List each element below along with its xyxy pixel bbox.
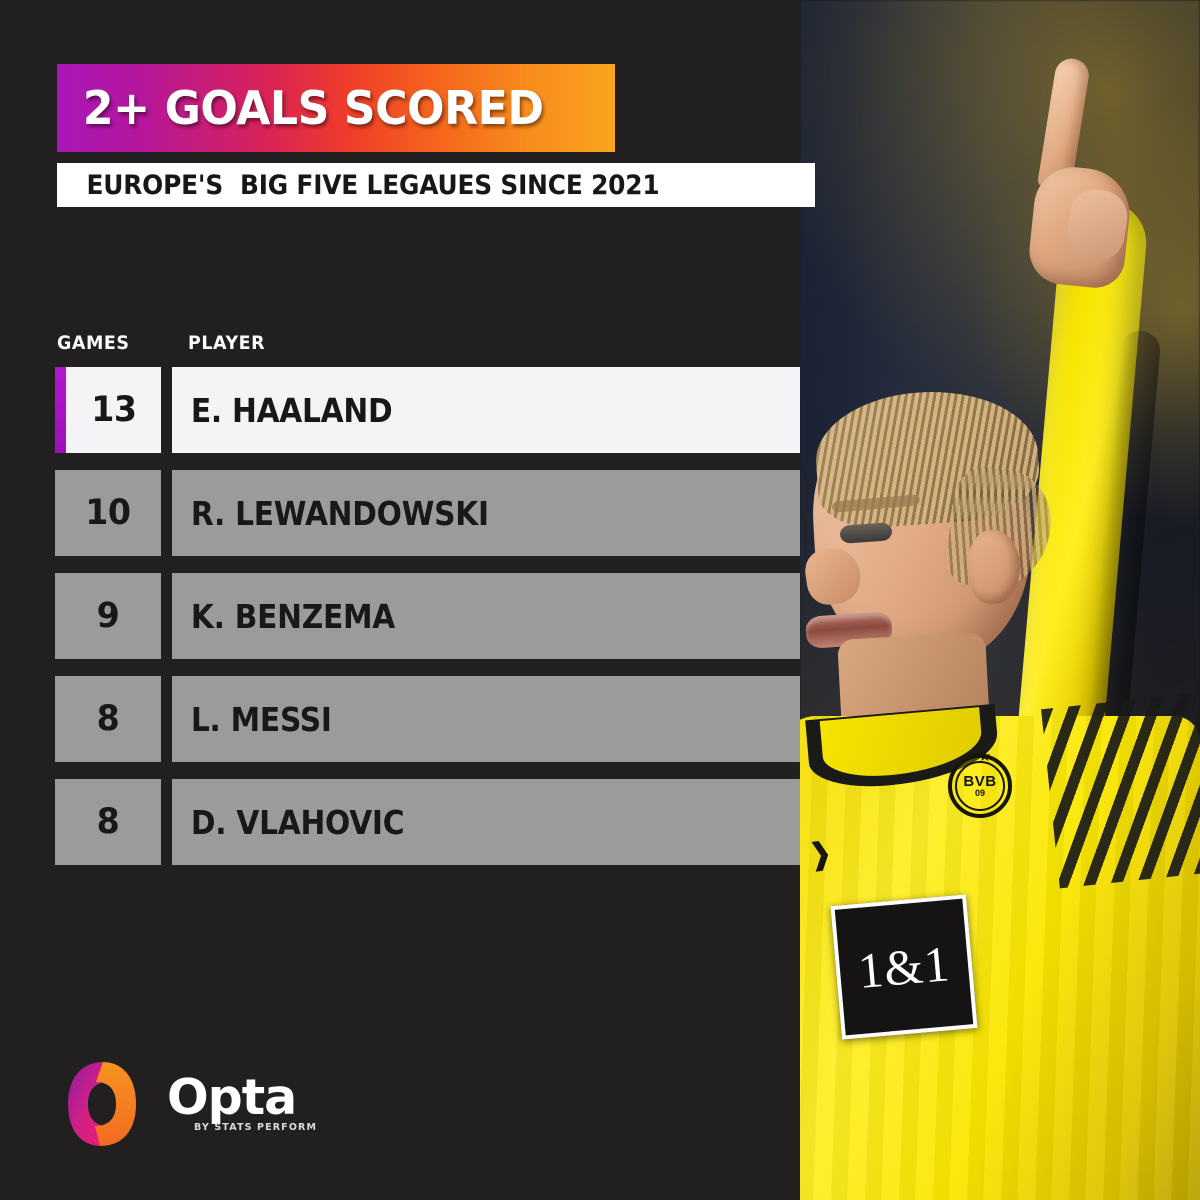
puma-logo: ❱ xyxy=(805,836,836,873)
cell-games: 10 xyxy=(55,470,161,556)
ranking-table: 13 E. HAALAND 10 R. LEWANDOWSKI 9 K. BEN… xyxy=(0,367,800,882)
page-title: 2+ GOALS SCORED xyxy=(82,81,544,135)
games-value: 8 xyxy=(96,802,120,842)
cell-games: 8 xyxy=(55,676,161,762)
opta-mark-icon xyxy=(68,1062,136,1146)
table-row: 10 R. LEWANDOWSKI xyxy=(0,470,800,556)
cell-player: D. VLAHOVIC xyxy=(172,779,800,865)
table-column-headers: GAMES PLAYER xyxy=(0,332,800,360)
crest-inner: BVB 09 xyxy=(955,761,1005,811)
crest-label: BVB xyxy=(963,772,997,790)
table-row: 8 L. MESSI xyxy=(0,676,800,762)
player-name: L. MESSI xyxy=(190,699,332,739)
crest-star-icon: ★ xyxy=(978,748,992,765)
table-row: 13 E. HAALAND xyxy=(0,367,800,453)
column-header-games: GAMES xyxy=(57,332,130,354)
player-name: R. LEWANDOWSKI xyxy=(190,493,489,533)
jersey-sponsor-label: 1&1 xyxy=(855,935,953,999)
cell-games: 9 xyxy=(55,573,161,659)
bvb-crest-icon: ★ BVB 09 xyxy=(948,748,1012,818)
cell-player: K. BENZEMA xyxy=(172,573,800,659)
cell-player: E. HAALAND xyxy=(172,367,800,453)
cell-player: R. LEWANDOWSKI xyxy=(172,470,800,556)
cell-games: 8 xyxy=(55,779,161,865)
player-name: D. VLAHOVIC xyxy=(190,802,405,842)
table-row: 8 D. VLAHOVIC xyxy=(0,779,800,865)
opta-tagline: BY STATS PERFORM xyxy=(194,1122,318,1133)
table-row: 9 K. BENZEMA xyxy=(0,573,800,659)
cell-games: 13 xyxy=(66,367,161,453)
player-name: E. HAALAND xyxy=(190,390,393,430)
cell-player: L. MESSI xyxy=(172,676,800,762)
jersey-shoulder-stripes xyxy=(1041,691,1200,889)
column-header-player: PLAYER xyxy=(188,332,266,354)
jersey-sponsor-badge: 1&1 xyxy=(830,894,978,1040)
ear xyxy=(968,530,1020,604)
subtitle-banner: EUROPE'S BIG FIVE LEGAUES SINCE 2021 xyxy=(57,163,815,207)
page-subtitle: EUROPE'S BIG FIVE LEGAUES SINCE 2021 xyxy=(86,169,660,201)
opta-logo: Opta BY STATS PERFORM xyxy=(63,1058,363,1154)
opta-wordmark: Opta xyxy=(167,1069,297,1126)
row-accent-bar xyxy=(55,367,66,453)
games-value: 13 xyxy=(90,390,137,430)
crest-year: 09 xyxy=(974,787,985,798)
title-banner: 2+ GOALS SCORED xyxy=(57,64,615,152)
player-photo: ❱ ★ BVB 09 1&1 xyxy=(800,0,1200,1200)
games-value: 10 xyxy=(85,493,131,533)
eye xyxy=(839,522,893,544)
player-name: K. BENZEMA xyxy=(190,596,395,636)
games-value: 9 xyxy=(96,596,120,636)
games-value: 8 xyxy=(96,699,120,739)
